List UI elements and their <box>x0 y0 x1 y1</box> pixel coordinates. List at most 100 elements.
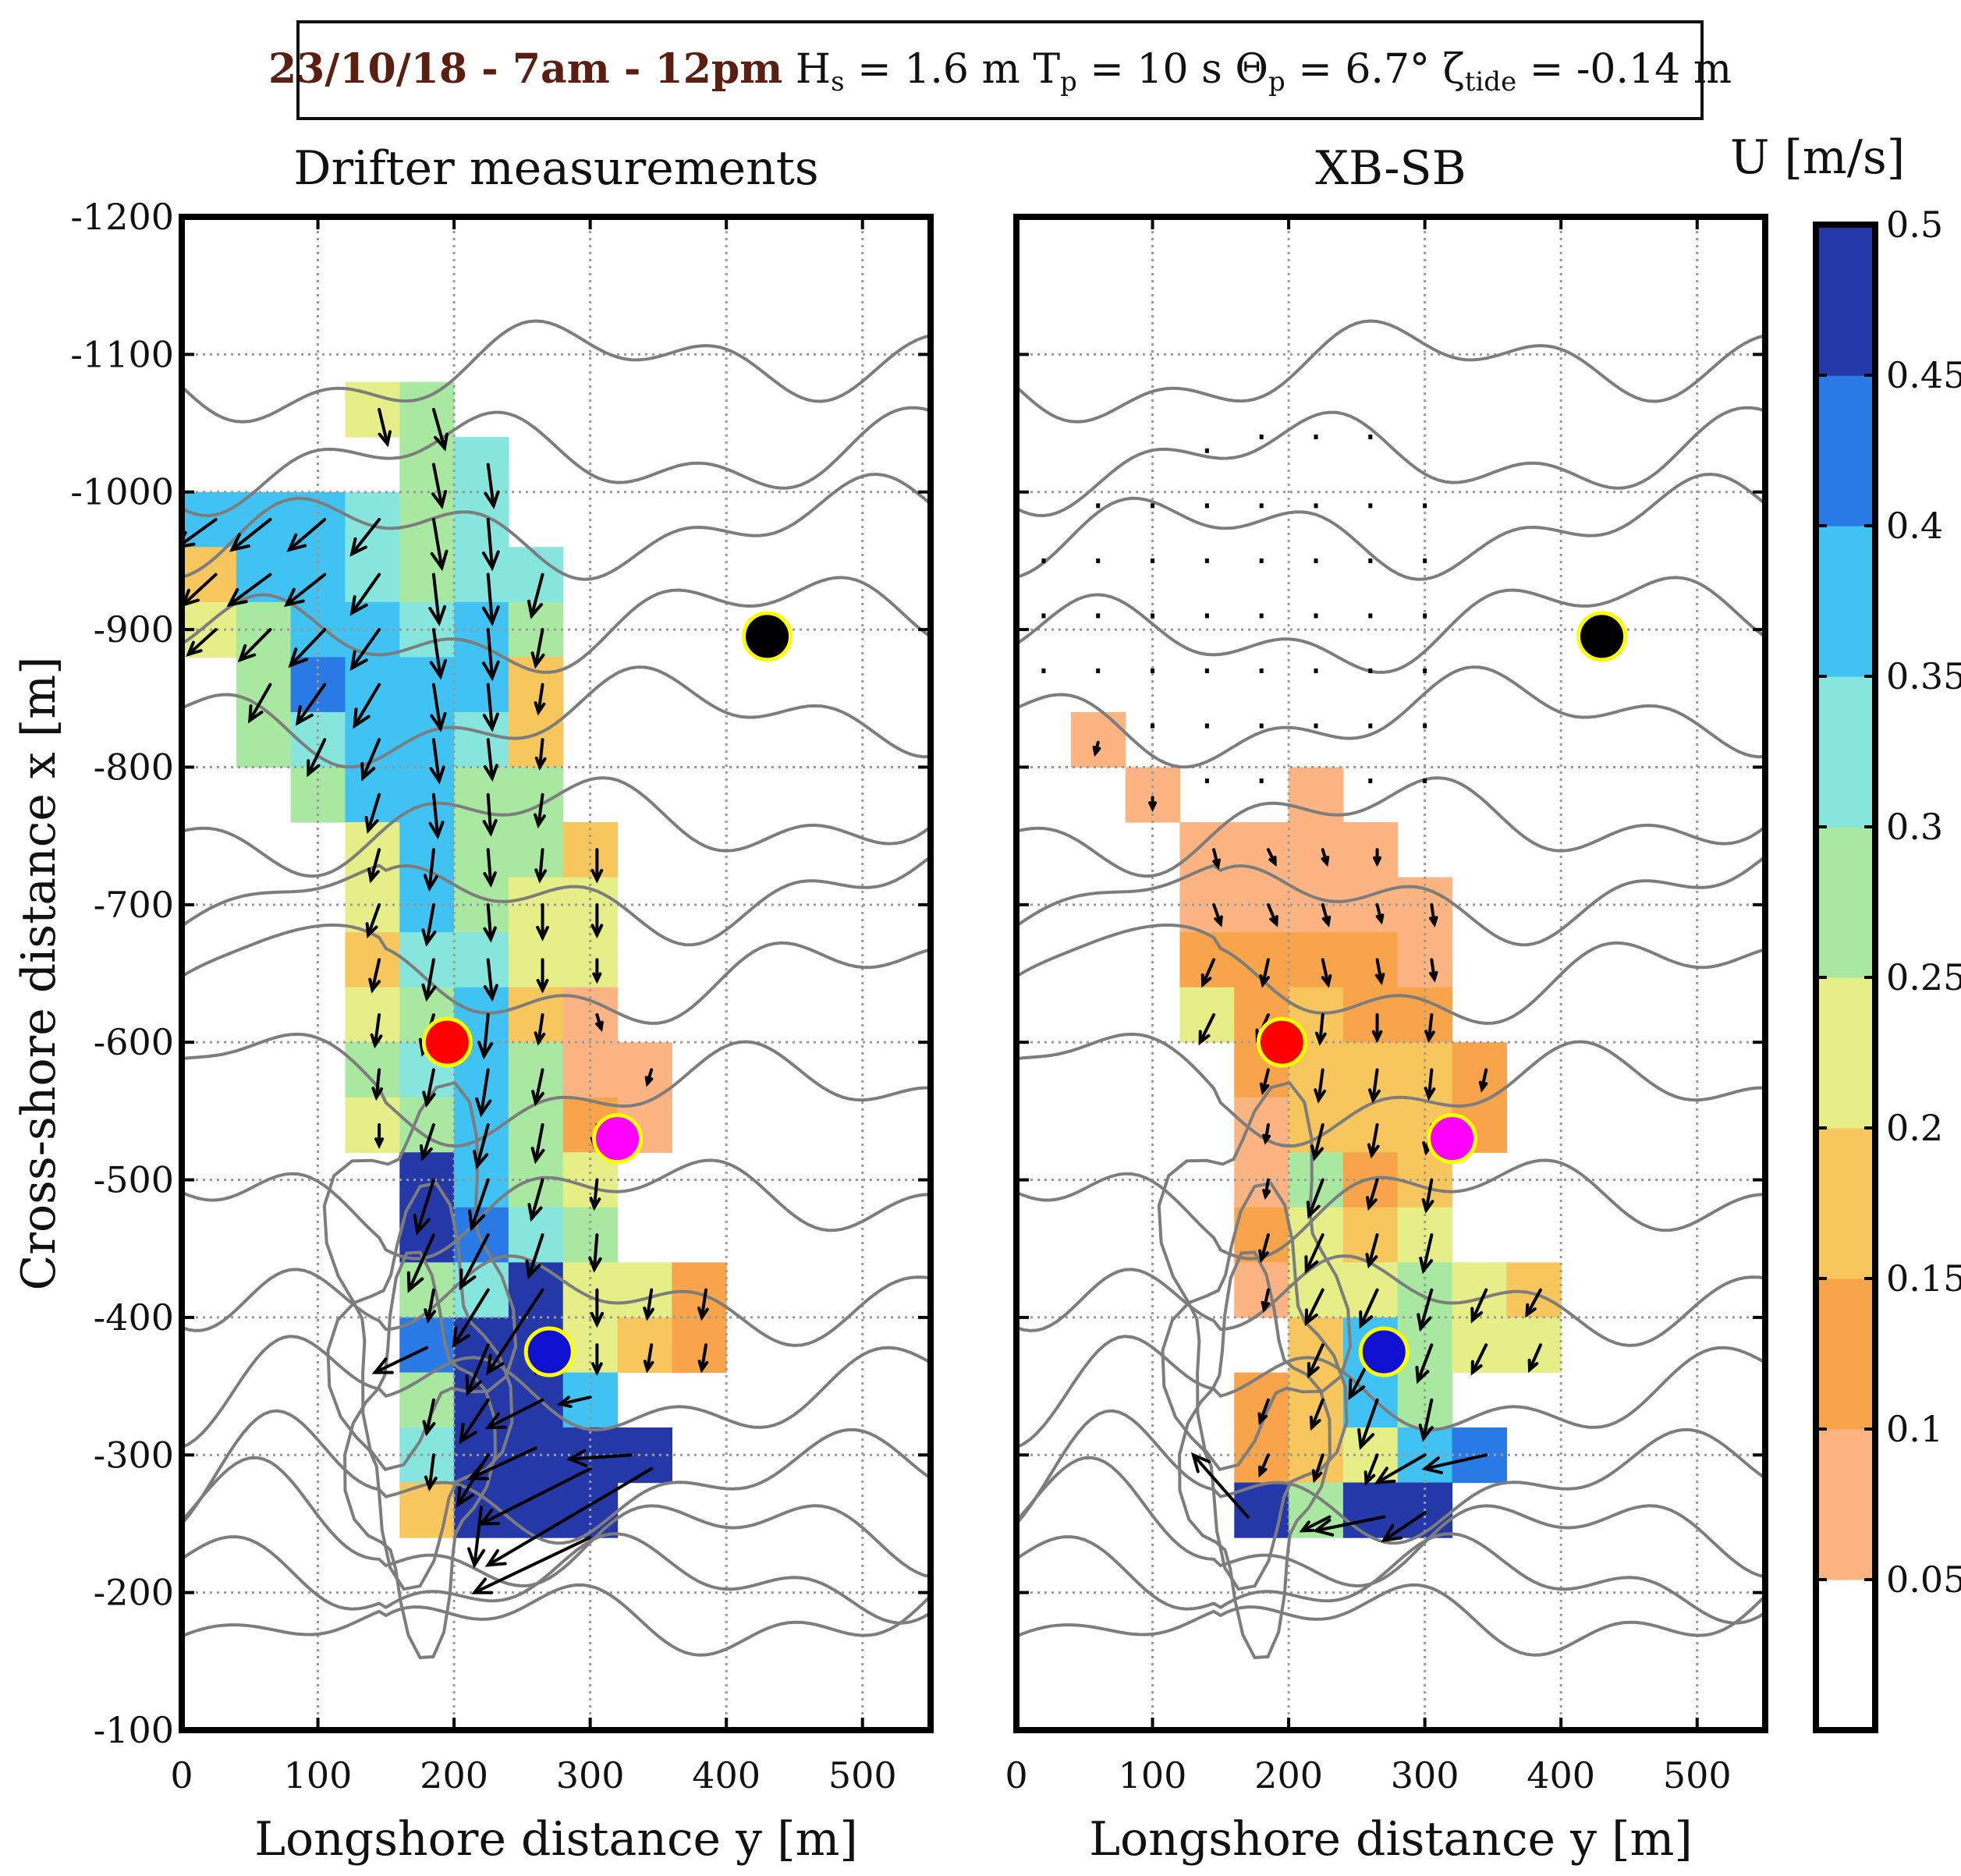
velocity-dot <box>1041 558 1046 563</box>
bathymetry-contour <box>182 855 931 947</box>
arrow-head <box>1478 1080 1488 1093</box>
arrow-shaft <box>1525 1288 1542 1317</box>
arrow-head <box>1421 1456 1444 1474</box>
arrow-head <box>421 928 437 947</box>
arrow-shaft <box>534 1068 544 1105</box>
colorbar-label: U [m/s] <box>1730 130 1905 185</box>
arrow-head <box>1311 1469 1323 1484</box>
heatmap-cell <box>454 657 509 713</box>
velocity-arrow <box>1321 903 1332 927</box>
velocity-arrow <box>1262 1123 1271 1145</box>
heatmap-cell <box>399 767 455 823</box>
arrow-head <box>1304 1308 1318 1327</box>
heatmap-cell <box>290 657 346 713</box>
header-hs-subscript: s <box>831 66 844 98</box>
arrow-head <box>431 490 448 509</box>
arrow-shaft <box>1421 1233 1434 1272</box>
velocity-arrow <box>527 573 544 619</box>
arrow-head <box>475 1097 492 1118</box>
x-tick-label: 500 <box>828 1754 897 1796</box>
colorbar-segment <box>1816 977 1875 1129</box>
colorbar-tick-label: 0.3 <box>1886 806 1943 848</box>
heatmap-cell <box>1179 987 1235 1043</box>
header-zeta-subscript: tide <box>1465 66 1516 98</box>
bathymetry-contour <box>182 665 931 769</box>
heatmap-cell <box>508 1262 564 1318</box>
velocity-dot <box>1259 668 1264 673</box>
colorbar-segment <box>1816 1278 1875 1430</box>
arrow-shaft <box>425 903 435 945</box>
bathymetry-contour <box>1016 665 1765 769</box>
heatmap-cell <box>1234 877 1289 933</box>
velocity-arrow <box>530 628 545 669</box>
velocity-dot <box>1423 778 1427 784</box>
arrow-head <box>433 432 449 452</box>
colorbar: 0.05 0.1 0.15 0.2 0.25 0.3 0.35 0.4 0.45 0.5 <box>1813 204 1961 1733</box>
arrow-head <box>368 977 381 994</box>
arrow-shaft <box>1261 958 1270 987</box>
arrow-head <box>429 765 445 785</box>
x-tick-label: 200 <box>420 1754 488 1796</box>
arrow-head <box>1419 1256 1434 1275</box>
arrow-shaft <box>486 1466 654 1567</box>
colorbar-tick-label: 0.35 <box>1886 655 1961 697</box>
velocity-arrow <box>1373 848 1382 867</box>
velocity-arrow <box>481 518 500 572</box>
marker-red <box>1256 1016 1307 1068</box>
arrow-head <box>482 712 499 732</box>
arrow-head <box>595 1020 604 1032</box>
arrow-head <box>1359 1310 1374 1329</box>
bathymetry-contour <box>182 776 931 878</box>
header-text: 23/10/18 - 7am - 12pm Hs = 1.6 m Tp = 10… <box>268 45 1732 98</box>
arrow-head <box>471 1577 494 1594</box>
arrow-head <box>186 640 203 657</box>
velocity-arrow <box>428 793 445 840</box>
velocity-arrow <box>295 683 327 726</box>
colorbar-segment <box>1816 827 1875 978</box>
y-tick-label: -900 <box>94 608 174 651</box>
arrow-shaft <box>1427 1068 1434 1099</box>
header-date: 23/10/18 - 7am - 12pm <box>268 45 782 93</box>
velocity-arrow <box>484 1466 654 1567</box>
arrow-head <box>1417 1313 1432 1332</box>
arrow-shaft <box>431 573 441 625</box>
bathymetry-contour <box>182 1254 931 1347</box>
x-tick-label: 100 <box>1119 1754 1187 1796</box>
velocity-arrow <box>283 573 327 608</box>
marker-magenta <box>1427 1113 1478 1165</box>
arrow-head <box>1470 1360 1483 1376</box>
arrow-head <box>1428 916 1438 928</box>
velocity-arrow <box>1261 1288 1271 1313</box>
velocity-arrow <box>589 1178 601 1211</box>
arrow-head <box>237 644 257 663</box>
arrow-shaft <box>431 518 444 569</box>
arrow-shaft <box>415 1178 435 1234</box>
arrow-shaft <box>1304 1288 1324 1325</box>
velocity-arrow <box>697 1343 709 1374</box>
velocity-arrow <box>1212 848 1221 870</box>
arrow-head <box>534 756 547 771</box>
colorbar-tick-label: 0.2 <box>1886 1107 1943 1149</box>
arrow-head <box>1421 1198 1434 1214</box>
arrow-shaft <box>1416 1343 1434 1383</box>
velocity-arrows <box>182 407 709 1594</box>
heatmap-cell <box>399 877 455 933</box>
arrow-shaft <box>559 1395 592 1406</box>
arrow-shaft <box>486 573 494 625</box>
velocity-arrow <box>467 1505 486 1569</box>
arrow-head <box>419 1144 433 1161</box>
arrow-shaft <box>469 1446 537 1481</box>
velocity-arrows <box>1092 740 1542 1543</box>
arrow-shaft <box>537 1012 544 1044</box>
velocity-arrow <box>471 1536 592 1594</box>
velocity-arrow <box>466 1446 537 1481</box>
y-tick-label: -100 <box>94 1709 174 1751</box>
heatmap-cell <box>399 657 455 713</box>
arrow-shaft <box>289 628 327 667</box>
arrow-shaft <box>1359 1398 1379 1449</box>
arrow-shaft <box>700 1343 707 1371</box>
velocity-arrow <box>1092 740 1101 757</box>
heatmap-cell <box>399 822 455 878</box>
arrow-shaft <box>425 1068 435 1106</box>
marker-black <box>742 611 793 662</box>
